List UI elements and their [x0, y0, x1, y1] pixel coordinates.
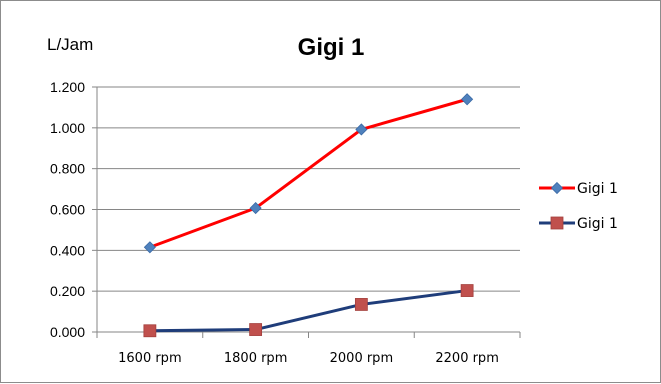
data-point-series-1 [249, 202, 262, 215]
gridlines [97, 86, 520, 292]
x-tick-label: 2200 rpm [435, 351, 498, 366]
data-point-series-2 [460, 284, 474, 297]
series-line-1 [149, 97, 468, 249]
y-tick-label: 0.200 [50, 283, 85, 299]
data-point-series-2 [249, 323, 263, 336]
x-tick-labels: 1600 rpm 1800 rpm 2000 rpm 2200 rpm [118, 351, 499, 366]
y-tick-label: 0.000 [50, 324, 85, 340]
x-tick-label: 2000 rpm [330, 351, 393, 366]
series-group [143, 93, 474, 338]
data-point-series-2 [143, 324, 157, 338]
legend-marker-1 [550, 181, 564, 195]
y-tick-label: 0.800 [50, 161, 85, 177]
legend-marker-2 [550, 216, 564, 230]
y-axis-label: L/Jam [47, 35, 93, 54]
y-tick-label: 0.600 [50, 202, 85, 218]
y-tick-label: 1.200 [50, 79, 85, 95]
chart-title: Gigi 1 [298, 34, 365, 61]
legend-label-2: Gigi 1 [577, 216, 618, 232]
series-line-2 [149, 289, 468, 333]
data-point-series-1 [143, 241, 156, 254]
y-tick-label: 0.400 [50, 242, 85, 258]
x-tick-label: 1600 rpm [118, 351, 181, 366]
x-tick-label: 1800 rpm [224, 351, 287, 366]
data-point-series-1 [461, 93, 474, 106]
y-tick-labels: 0.000 0.200 0.400 0.600 0.800 1.000 1.200 [50, 79, 85, 340]
legend: Gigi 1 Gigi 1 [539, 181, 618, 232]
legend-label-1: Gigi 1 [577, 181, 618, 197]
data-point-series-2 [354, 298, 368, 311]
axes [92, 86, 521, 338]
y-tick-label: 1.000 [50, 120, 85, 136]
data-point-series-1 [355, 123, 368, 136]
